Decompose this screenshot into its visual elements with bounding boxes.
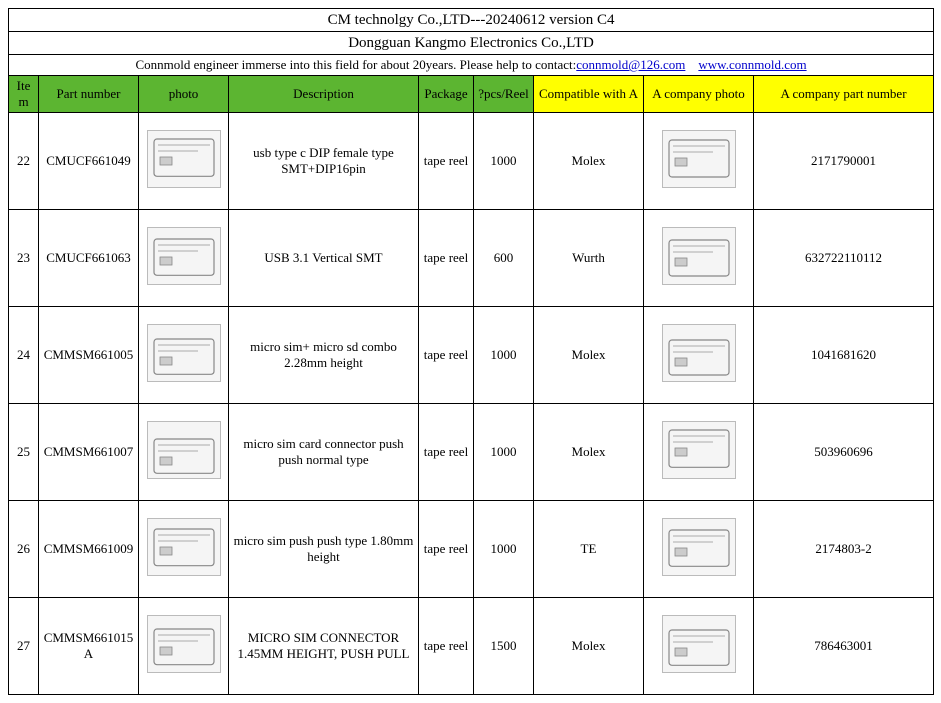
company-photo-icon xyxy=(662,615,736,673)
table-row: 25 CMMSM661007 micro sim card connector … xyxy=(9,404,934,501)
cell-compat: Molex xyxy=(534,404,644,501)
company-photo-icon xyxy=(662,421,736,479)
doc-subtitle: Dongguan Kangmo Electronics Co.,LTD xyxy=(9,32,934,55)
cell-compat: Molex xyxy=(534,113,644,210)
cell-item: 27 xyxy=(9,598,39,695)
cell-pcs: 1000 xyxy=(474,307,534,404)
contact-email[interactable]: connmold@126.com xyxy=(576,57,685,72)
cell-part: CMMSM661007 xyxy=(39,404,139,501)
cell-photo xyxy=(139,404,229,501)
col-part: Part number xyxy=(39,76,139,113)
company-photo-icon xyxy=(662,324,736,382)
cell-pkg: tape reel xyxy=(419,501,474,598)
cell-aphoto xyxy=(644,598,754,695)
company-photo-icon xyxy=(662,130,736,188)
cell-apart: 503960696 xyxy=(754,404,934,501)
cell-desc: micro sim+ micro sd combo 2.28mm height xyxy=(229,307,419,404)
contact-text: Connmold engineer immerse into this fiel… xyxy=(135,57,576,72)
cell-desc: micro sim card connector push push norma… xyxy=(229,404,419,501)
product-photo-icon xyxy=(147,615,221,673)
contact-cell: Connmold engineer immerse into this fiel… xyxy=(9,55,934,76)
title-row: CM technolgy Co.,LTD---20240612 version … xyxy=(9,9,934,32)
product-photo-icon xyxy=(147,518,221,576)
company-photo-icon xyxy=(662,518,736,576)
cell-item: 25 xyxy=(9,404,39,501)
cell-part: CMMSM661005 xyxy=(39,307,139,404)
cell-apart: 786463001 xyxy=(754,598,934,695)
cell-compat: Molex xyxy=(534,598,644,695)
cell-aphoto xyxy=(644,307,754,404)
cell-pcs: 1000 xyxy=(474,501,534,598)
cell-compat: TE xyxy=(534,501,644,598)
cell-item: 22 xyxy=(9,113,39,210)
cell-photo xyxy=(139,501,229,598)
cell-item: 26 xyxy=(9,501,39,598)
col-pkg: Package xyxy=(419,76,474,113)
cell-pcs: 1000 xyxy=(474,404,534,501)
cell-desc: usb type c DIP female type SMT+DIP16pin xyxy=(229,113,419,210)
cell-pkg: tape reel xyxy=(419,307,474,404)
cell-desc: USB 3.1 Vertical SMT xyxy=(229,210,419,307)
cell-compat: Molex xyxy=(534,307,644,404)
product-photo-icon xyxy=(147,130,221,188)
cell-apart: 632722110112 xyxy=(754,210,934,307)
cell-pcs: 1500 xyxy=(474,598,534,695)
cell-desc: micro sim push push type 1.80mm height xyxy=(229,501,419,598)
cell-part: CMUCF661049 xyxy=(39,113,139,210)
cell-photo xyxy=(139,210,229,307)
catalog-table: CM technolgy Co.,LTD---20240612 version … xyxy=(8,8,934,695)
cell-pkg: tape reel xyxy=(419,113,474,210)
col-aphoto: A company photo xyxy=(644,76,754,113)
product-photo-icon xyxy=(147,227,221,285)
col-desc: Description xyxy=(229,76,419,113)
cell-part: CMUCF661063 xyxy=(39,210,139,307)
product-photo-icon xyxy=(147,421,221,479)
col-apart: A company part number xyxy=(754,76,934,113)
cell-photo xyxy=(139,113,229,210)
cell-photo xyxy=(139,307,229,404)
cell-apart: 2174803-2 xyxy=(754,501,934,598)
cell-photo xyxy=(139,598,229,695)
cell-aphoto xyxy=(644,501,754,598)
contact-site[interactable]: www.connmold.com xyxy=(698,57,806,72)
col-photo: photo xyxy=(139,76,229,113)
table-row: 26 CMMSM661009 micro sim push push type … xyxy=(9,501,934,598)
cell-pcs: 1000 xyxy=(474,113,534,210)
cell-desc: MICRO SIM CONNECTOR 1.45MM HEIGHT, PUSH … xyxy=(229,598,419,695)
company-photo-icon xyxy=(662,227,736,285)
cell-pcs: 600 xyxy=(474,210,534,307)
doc-title: CM technolgy Co.,LTD---20240612 version … xyxy=(9,9,934,32)
cell-item: 24 xyxy=(9,307,39,404)
cell-apart: 1041681620 xyxy=(754,307,934,404)
cell-aphoto xyxy=(644,210,754,307)
cell-part: CMMSM661015A xyxy=(39,598,139,695)
table-row: 24 CMMSM661005 micro sim+ micro sd combo… xyxy=(9,307,934,404)
product-photo-icon xyxy=(147,324,221,382)
header-row: Item Part number photo Description Packa… xyxy=(9,76,934,113)
subtitle-row: Dongguan Kangmo Electronics Co.,LTD xyxy=(9,32,934,55)
cell-aphoto xyxy=(644,404,754,501)
table-row: 23 CMUCF661063 USB 3.1 Vertical SMT tape… xyxy=(9,210,934,307)
col-item: Item xyxy=(9,76,39,113)
cell-pkg: tape reel xyxy=(419,404,474,501)
cell-part: CMMSM661009 xyxy=(39,501,139,598)
table-row: 27 CMMSM661015A MICRO SIM CONNECTOR 1.45… xyxy=(9,598,934,695)
cell-aphoto xyxy=(644,113,754,210)
cell-item: 23 xyxy=(9,210,39,307)
col-pcs: ?pcs/Reel xyxy=(474,76,534,113)
cell-compat: Wurth xyxy=(534,210,644,307)
cell-apart: 2171790001 xyxy=(754,113,934,210)
contact-row: Connmold engineer immerse into this fiel… xyxy=(9,55,934,76)
table-row: 22 CMUCF661049 usb type c DIP female typ… xyxy=(9,113,934,210)
col-compat: Compatible with A xyxy=(534,76,644,113)
cell-pkg: tape reel xyxy=(419,598,474,695)
cell-pkg: tape reel xyxy=(419,210,474,307)
